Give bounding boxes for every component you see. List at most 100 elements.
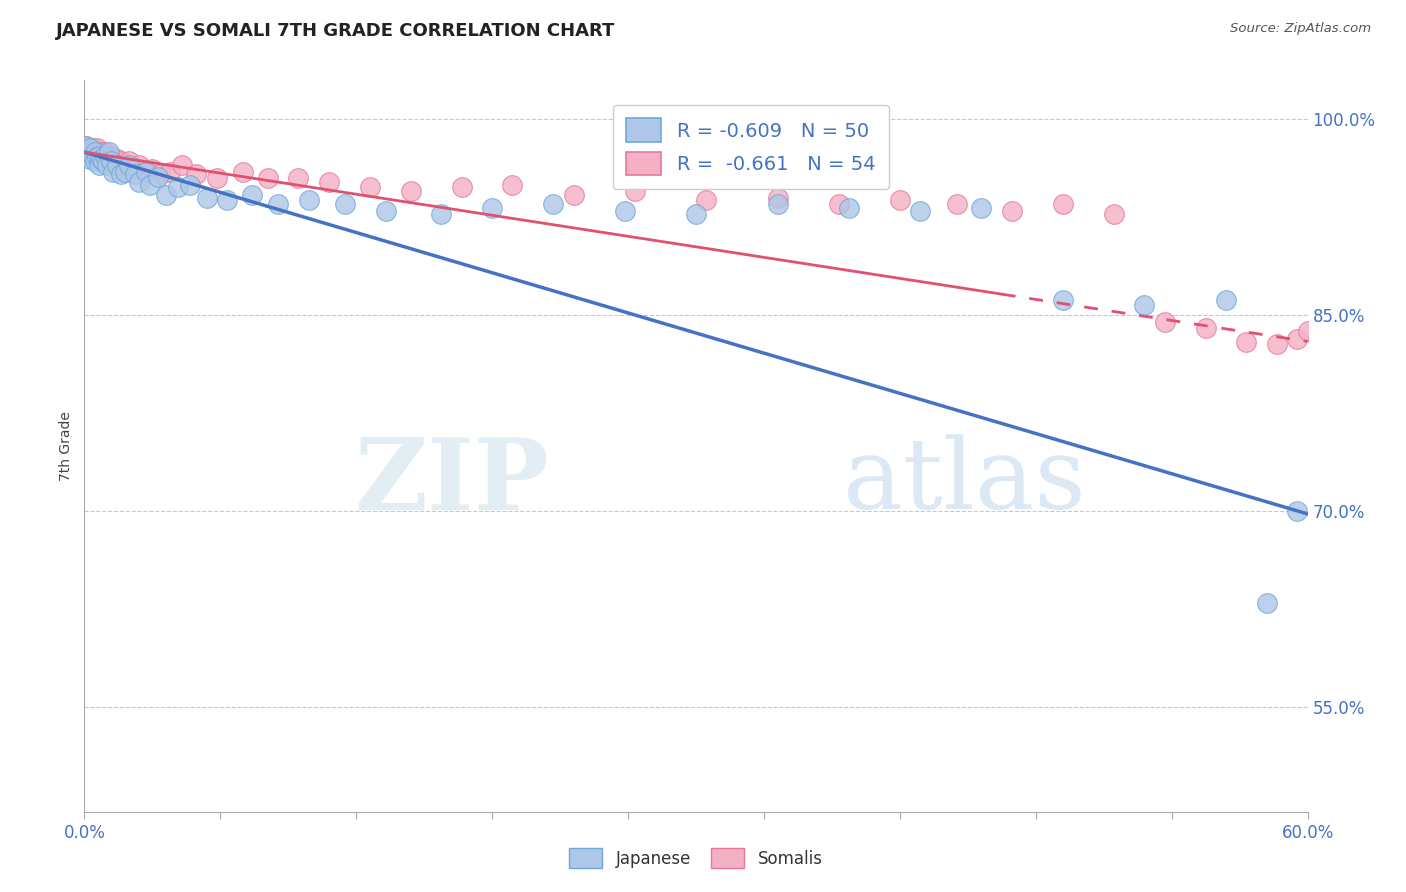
Point [114, 164, 136, 178]
Point [138, 178, 160, 192]
Point [159, 164, 181, 178]
Point [83, 145, 105, 160]
Point [79, 145, 101, 160]
Point [128, 175, 150, 189]
Point [87, 158, 110, 172]
Point [118, 154, 141, 169]
Point [155, 188, 177, 202]
Point [118, 158, 141, 172]
Point [114, 158, 136, 172]
Point [287, 171, 309, 186]
Point [100, 154, 122, 169]
Point [205, 171, 228, 186]
Point [101, 164, 124, 178]
Point [100, 149, 122, 163]
Point [1052, 293, 1074, 307]
Point [1256, 596, 1278, 610]
Point [86, 141, 108, 155]
Point [86, 150, 108, 164]
Point [450, 180, 472, 194]
Point [93, 145, 115, 160]
Point [889, 194, 911, 208]
Point [1317, 337, 1340, 351]
Text: JAPANESE VS SOMALI 7TH GRADE CORRELATION CHART: JAPANESE VS SOMALI 7TH GRADE CORRELATION… [56, 22, 616, 40]
Point [186, 167, 208, 181]
Point [90, 152, 112, 166]
Point [910, 203, 932, 218]
Legend: Japanese, Somalis: Japanese, Somalis [561, 839, 831, 877]
Point [375, 203, 398, 218]
Point [359, 180, 381, 194]
Point [87, 149, 110, 163]
Point [828, 197, 851, 211]
Point [257, 171, 280, 186]
Point [695, 194, 717, 208]
Y-axis label: 7th Grade: 7th Grade [59, 411, 73, 481]
Point [105, 152, 128, 166]
Point [766, 191, 789, 205]
Point [77, 145, 100, 160]
Point [267, 197, 290, 211]
Point [232, 164, 254, 178]
Point [87, 149, 110, 163]
Point [1286, 504, 1309, 518]
Point [91, 154, 114, 169]
Point [613, 203, 636, 218]
Text: atlas: atlas [842, 434, 1085, 531]
Point [195, 191, 218, 205]
Text: Source: ZipAtlas.com: Source: ZipAtlas.com [1230, 22, 1371, 36]
Point [1154, 315, 1177, 329]
Point [75, 138, 97, 153]
Point [79, 141, 101, 155]
Point [101, 154, 124, 169]
Point [1052, 197, 1074, 211]
Point [82, 141, 104, 155]
Point [83, 154, 105, 169]
Point [430, 206, 453, 220]
Point [1133, 298, 1156, 312]
Point [77, 141, 100, 155]
Point [1327, 341, 1350, 355]
Point [1306, 332, 1329, 346]
Point [298, 194, 321, 208]
Point [110, 154, 132, 169]
Point [685, 206, 707, 220]
Point [1236, 334, 1258, 349]
Point [96, 158, 118, 172]
Point [124, 167, 146, 181]
Point [82, 149, 104, 163]
Point [83, 145, 105, 160]
Point [105, 158, 128, 172]
Point [96, 149, 118, 163]
Point [172, 158, 194, 172]
Point [838, 201, 860, 215]
Point [217, 194, 239, 208]
Text: ZIP: ZIP [354, 434, 550, 531]
Point [179, 178, 201, 192]
Point [1296, 324, 1319, 338]
Point [93, 149, 115, 163]
Point [135, 164, 157, 178]
Point [562, 188, 585, 202]
Point [97, 152, 120, 166]
Point [128, 158, 150, 172]
Point [946, 197, 969, 211]
Point [1265, 337, 1288, 351]
Point [1195, 321, 1218, 335]
Point [624, 184, 647, 198]
Point [543, 197, 565, 211]
Point [146, 169, 169, 184]
Point [481, 201, 503, 215]
Point [399, 184, 422, 198]
Point [1286, 332, 1309, 346]
Point [91, 149, 114, 163]
Point [167, 180, 190, 194]
Point [75, 138, 97, 153]
Point [110, 167, 132, 181]
Point [79, 152, 101, 166]
Point [970, 201, 993, 215]
Point [502, 178, 524, 192]
Point [1102, 206, 1125, 220]
Point [122, 162, 145, 177]
Point [1215, 293, 1237, 307]
